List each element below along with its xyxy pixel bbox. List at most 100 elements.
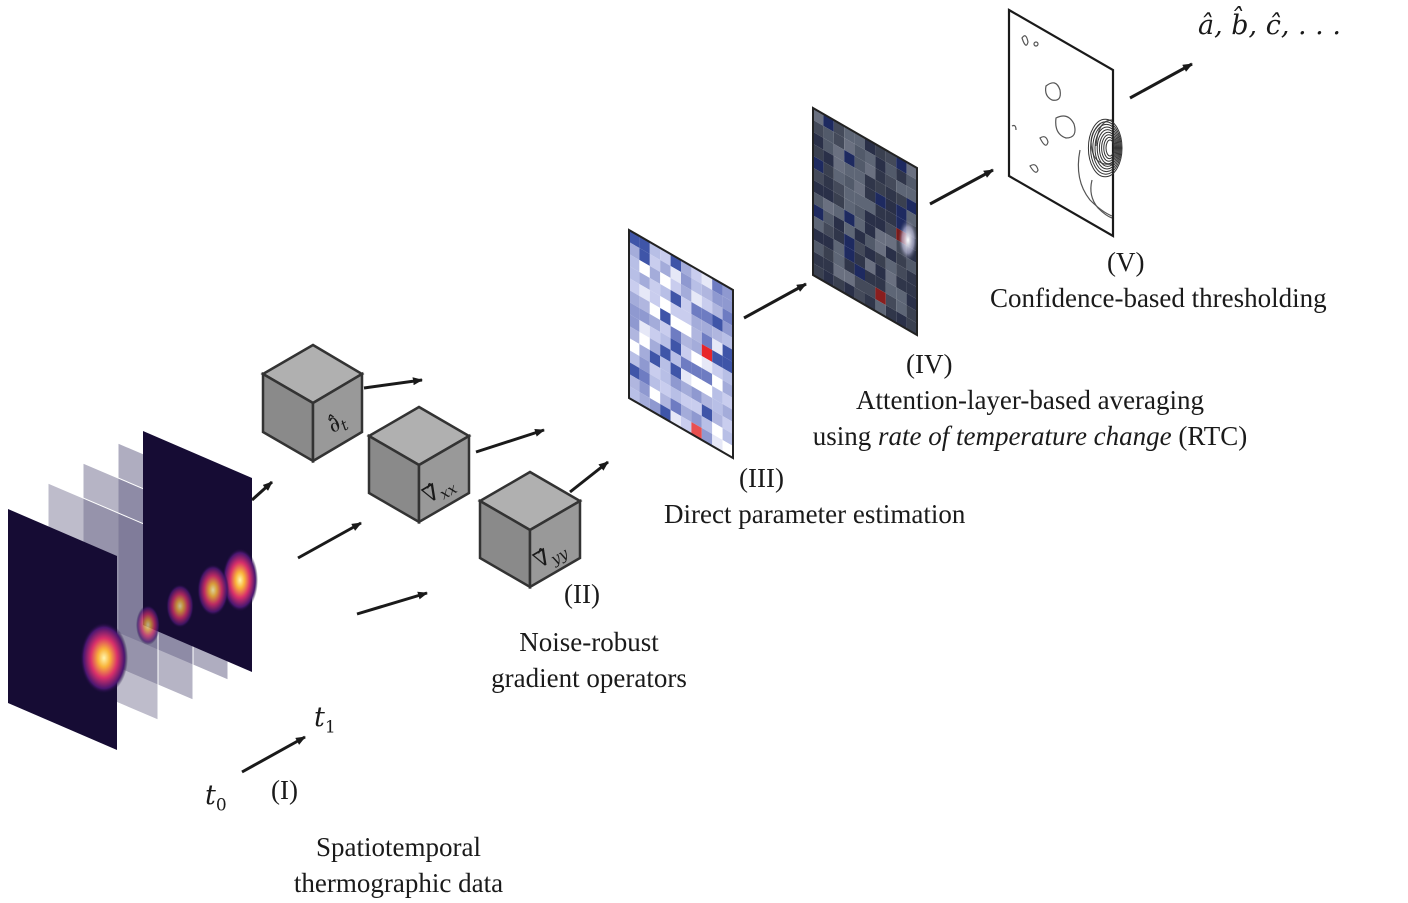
grid-cell [649,374,661,392]
contour-ring [1087,118,1123,178]
grid-cell [712,374,723,392]
grid-cell [629,290,640,308]
grid-cell [712,290,723,308]
grid-cell [660,344,671,362]
grid-cell [691,302,702,320]
grid-cell [875,275,886,294]
grid-cell [885,305,897,323]
contour-ring [1105,139,1115,157]
grid-cell [681,344,692,362]
grid-cell [712,422,723,440]
grid-cell [844,209,855,228]
grid-cell [722,320,733,338]
grid-cell [691,338,702,356]
grid-cell [712,434,723,452]
grid-cell [875,191,886,210]
grid-cell [670,386,681,404]
grid-cell [813,191,824,210]
grid-cell [844,221,855,240]
grid-cell [813,203,824,222]
contour-ring [1096,129,1119,167]
grid-cell [833,215,845,234]
grid-cell [691,290,702,308]
grid-cell [629,362,640,380]
grid-cell [823,269,834,287]
grid-cell [660,284,671,302]
grid-cell [660,260,671,278]
grid-cell [875,251,886,270]
grid-cell [701,296,713,314]
grid-cell [681,284,692,302]
grid-cell [854,287,865,305]
grid-cell [896,251,907,270]
grid-cell [629,326,640,344]
grid-cell [885,150,897,168]
grid-cell [681,380,692,398]
grid-cell [854,215,865,234]
grid-cell [854,227,865,246]
grid-cell [865,185,876,204]
grid-cell [823,149,834,168]
grid-cell [865,257,876,276]
grid-cell [712,302,723,320]
grid-cell [691,374,702,392]
grid-cell [670,290,681,308]
grid-cell [833,263,845,282]
contour-ring [1094,126,1120,170]
grid-cell [670,374,681,392]
data-to-operator-arrows [250,480,428,616]
grid-cell [833,155,845,174]
operator-cube-yy: ∇̂yy [477,470,583,590]
grid-cell [854,263,865,282]
grid-cell [639,260,650,278]
grid-cell [629,230,640,248]
grid-cell [854,191,865,210]
grid-cell [722,416,733,434]
grid-cell [660,368,671,386]
grid-cell [670,326,681,344]
grid-cell [649,314,661,332]
stage-I-caption-line1: Spatiotemporal [316,832,481,862]
grid-cell [712,326,723,344]
grid-cell [865,197,876,216]
stage-I-numeral: (I) [271,775,298,805]
grid-cell [701,404,713,422]
grid-cell [854,167,865,186]
grid-cell [813,143,824,162]
grid-cell [670,350,681,368]
grid-cell [681,356,692,374]
arrow-IV-to-V [929,168,994,206]
grid-cell [639,344,650,362]
grid-cell [823,161,834,180]
grid-cell [639,236,650,254]
grid-cell [649,338,661,356]
grid-cell [722,404,733,422]
grid-cell [629,302,640,320]
grid-cell [681,308,692,326]
stage-I-caption-line2: thermographic data [293,868,504,898]
thermographic-frames [8,431,258,750]
grid-cell [629,314,640,332]
parameter-map [628,228,734,460]
operator-cube-dt: ∂̂t [260,343,365,464]
stage-V-caption: Confidence-based thresholding [990,283,1327,313]
grid-cell [712,350,723,368]
grid-cell [844,173,855,192]
grid-cell [660,296,671,314]
grid-cell [896,179,907,198]
grid-cell [875,287,886,306]
grid-cell [906,162,917,180]
grid-cell [629,386,640,404]
grid-cell [649,326,661,344]
grid-cell [691,326,702,344]
stage-II-caption-line2: gradient operators [491,663,687,693]
grid-cell [639,356,650,374]
time-label-t1: t1 [314,702,336,738]
grid-cell [722,380,733,398]
grid-cell [712,314,723,332]
time-label-t0: t0 [205,780,227,816]
grid-cell [844,233,855,252]
grid-cell [639,296,650,314]
operator-output-arrows [363,377,609,494]
grid-cell [896,156,907,174]
